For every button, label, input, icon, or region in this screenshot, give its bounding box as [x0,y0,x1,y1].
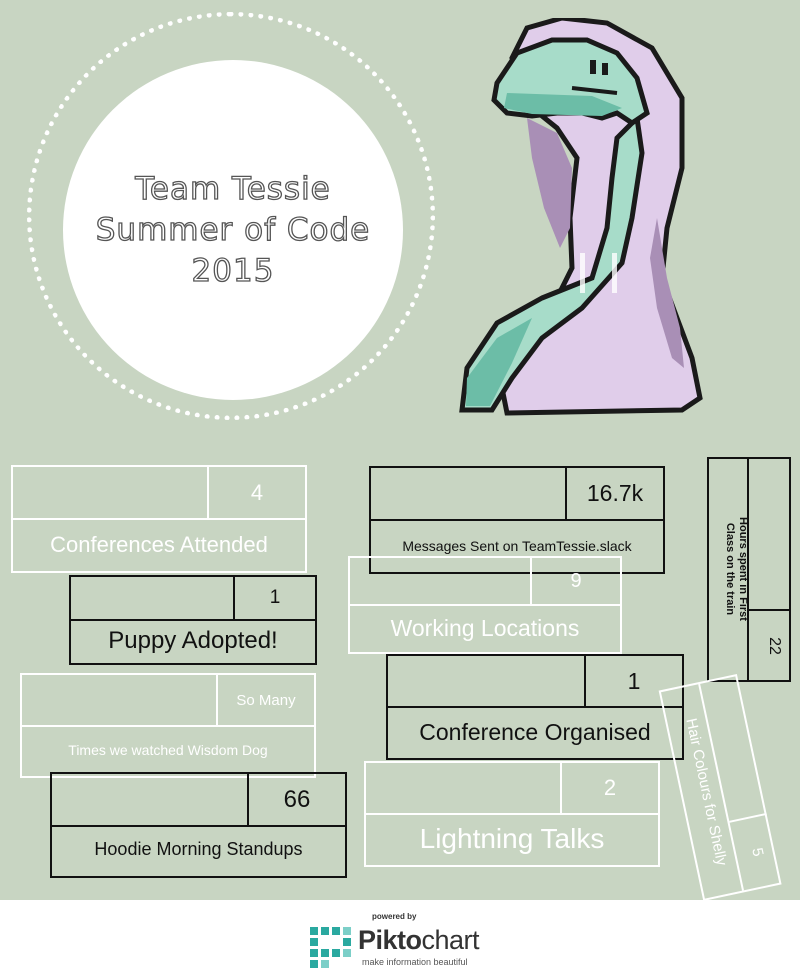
title-line-3: 2015 [191,252,275,289]
stat-value: 2 [560,763,658,813]
stat-working-locations: 9 Working Locations [348,556,622,654]
stat-value: 1 [233,577,315,619]
stat-label: Working Locations [390,614,580,641]
stat-label: Hair Colours for Shelly [682,716,731,868]
stat-label: Conference Organised [419,718,651,745]
stat-label: Times we watched Wisdom Dog [68,742,268,758]
stat-label: Lightning Talks [419,823,605,854]
brand-thin: chart [421,925,480,955]
stat-messages-sent: 16.7k Messages Sent on TeamTessie.slack [369,466,665,574]
stat-value: 16.7k [565,468,663,519]
stat-value: 5 [748,846,767,859]
stat-conferences-attended: 4 Conferences Attended [11,465,307,573]
piktochart-brand[interactable]: Piktochart [358,925,480,956]
stat-label: Conferences Attended [50,531,268,557]
stat-value: 22 [766,637,783,655]
stat-hair-colours: Hair Colours for Shelly 5 [658,674,782,901]
stat-label: Messages Sent on TeamTessie.slack [402,537,632,554]
stat-hoodie-standups: 66 Hoodie Morning Standups [50,772,347,878]
infographic-canvas: Team Tessie Summer of Code 2015 4 Confer… [11,12,791,901]
stat-value: 4 [207,467,305,518]
stat-lightning-talks: 2 Lightning Talks [364,761,660,867]
stat-value: 9 [530,558,620,604]
stat-value: So Many [216,675,314,725]
stat-value: 66 [247,774,345,825]
stat-conference-organised: 1 Conference Organised [386,654,684,760]
stat-value: 1 [584,656,682,706]
piktochart-logo-icon[interactable] [310,927,354,969]
brand-bold: Pikto [358,925,422,955]
powered-by-text: powered by [372,912,417,921]
stat-label: Hoodie Morning Standups [94,839,303,859]
title-line-1: Team Tessie [135,170,331,207]
stat-puppy-adopted: 1 Puppy Adopted! [69,575,317,665]
stat-label: Puppy Adopted! [108,627,278,654]
title-line-2: Summer of Code [95,211,371,248]
stat-wisdom-dog: So Many Times we watched Wisdom Dog [20,673,316,778]
brand-tagline: make information beautiful [362,957,468,967]
title-circle: Team Tessie Summer of Code 2015 [63,60,403,400]
hoodie-snake-mascot [459,18,703,416]
title-dotted-ring [27,12,435,420]
stat-first-class-hours: Hours spent in First Class on the train … [707,457,791,682]
footer [0,900,800,980]
stat-label: Hours spent in First Class on the train [724,517,749,621]
